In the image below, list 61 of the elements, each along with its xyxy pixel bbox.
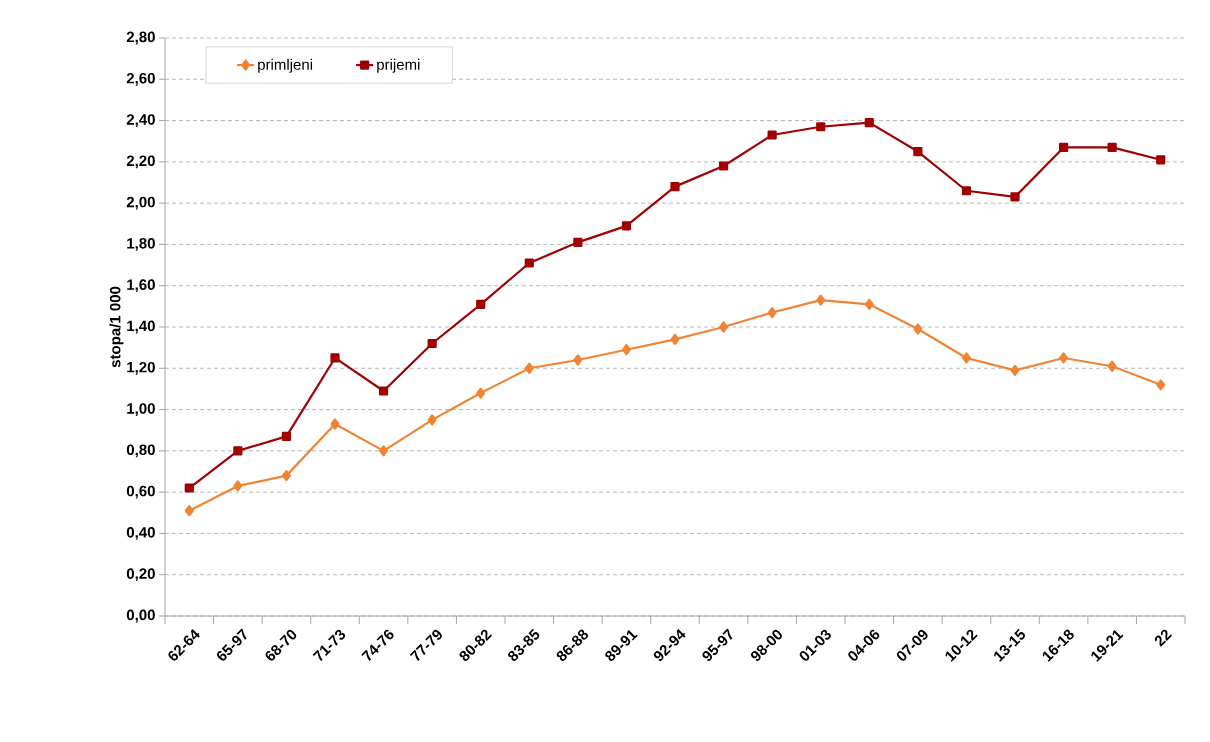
point (913, 323, 923, 335)
point (524, 362, 534, 374)
point (1058, 142, 1069, 152)
point (184, 505, 194, 517)
point (233, 446, 243, 456)
y-tick-label: 2,00 (126, 196, 155, 210)
point (670, 182, 680, 192)
y-tick-label: 2,80 (126, 31, 155, 45)
y-tick-label: 0,20 (126, 568, 155, 582)
point (427, 338, 437, 349)
point (1059, 352, 1069, 364)
point (379, 445, 389, 457)
point (718, 161, 729, 171)
y-tick-label: 2,60 (126, 72, 155, 86)
point (573, 354, 583, 366)
point (573, 237, 583, 247)
y-tick-label: 0,80 (126, 444, 155, 458)
point (476, 299, 486, 309)
y-tick-label: 1,00 (127, 403, 155, 416)
point (233, 480, 243, 492)
point (1010, 364, 1020, 376)
point (816, 294, 826, 306)
point (524, 258, 534, 268)
point (621, 221, 632, 231)
point (961, 186, 972, 196)
point (281, 431, 292, 442)
y-tick-label: 2,40 (126, 114, 155, 127)
point (1107, 360, 1117, 372)
y-tick-label: 0,40 (126, 527, 155, 540)
point (961, 352, 971, 364)
point (184, 483, 194, 493)
point (864, 298, 874, 310)
point (816, 122, 826, 132)
y-axis-title: stopa/1 000 (109, 286, 124, 368)
legend-label: primljeni (258, 58, 313, 73)
y-tick-label: 1,60 (127, 279, 155, 293)
y-tick-label: 0,60 (126, 485, 155, 499)
point (767, 130, 777, 140)
point (1010, 192, 1020, 202)
point (378, 386, 389, 396)
legend-label: prijemi (377, 58, 420, 73)
y-tick-label: 2,20 (126, 155, 155, 169)
point (1107, 142, 1117, 152)
point (1156, 379, 1166, 391)
x-tick-label: 22 (1154, 629, 1172, 647)
point (767, 306, 777, 319)
y-tick-label: 1,20 (127, 361, 155, 375)
point (864, 118, 874, 128)
point (281, 470, 291, 482)
point (330, 353, 340, 363)
point (670, 333, 680, 345)
point (476, 387, 486, 399)
point (1156, 155, 1166, 165)
point (913, 146, 923, 157)
point (330, 418, 340, 430)
point (719, 321, 729, 333)
point (621, 344, 631, 356)
y-tick-label: 1,40 (127, 320, 155, 334)
point (427, 414, 437, 426)
y-tick-label: 1,80 (127, 238, 155, 251)
y-tick-label: 0,00 (126, 609, 155, 623)
